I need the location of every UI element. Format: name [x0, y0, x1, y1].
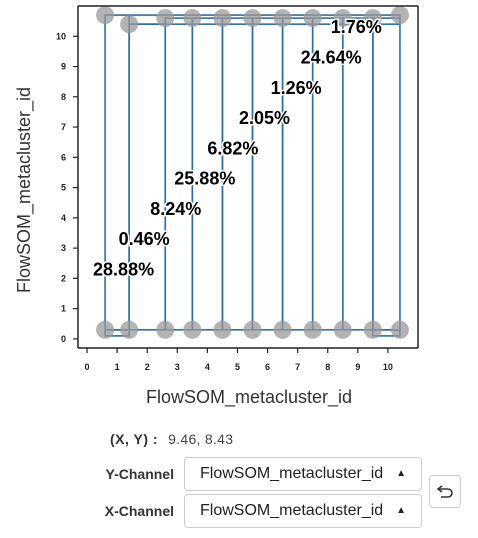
y-tick-label: 6 [61, 152, 66, 162]
data-point [333, 9, 352, 28]
data-point [273, 320, 292, 339]
data-point [303, 9, 322, 28]
y-channel-value: FlowSOM_metacluster_id [200, 465, 384, 482]
caret-up-icon: ▲ [396, 505, 406, 516]
gate-percent-label: 1.76% [331, 17, 382, 37]
data-point [303, 320, 322, 339]
gate-percent-label: 2.05% [239, 108, 290, 128]
gate-percent-label: 12.61% [367, 0, 428, 4]
data-point [363, 9, 382, 28]
x-tick-label: 9 [355, 362, 360, 372]
data-point [363, 320, 382, 339]
y-axis-title: FlowSOM_metacluster_id [14, 87, 35, 293]
coordinates-label: (X, Y) : [110, 431, 159, 447]
gate-percent-label: 6.82% [207, 138, 258, 158]
x-channel-label: X-Channel [104, 503, 174, 519]
y-tick-label: 10 [56, 31, 66, 41]
data-point [96, 6, 115, 25]
chart-canvas[interactable]: 0 1 2 3 4 5 6 7 8 9 10 0 1 2 3 4 5 6 7 8 9 10 28.88% 0.46% 8.24… [0, 0, 478, 420]
gate-percent-label: 8.24% [150, 199, 201, 219]
y-tick-label: 7 [61, 122, 66, 132]
cursor-coordinates: (X, Y) : 9.46, 8.43 [110, 430, 233, 448]
y-channel-label: Y-Channel [105, 466, 174, 482]
gate-rect [251, 17, 284, 331]
y-channel-select[interactable]: FlowSOM_metacluster_id ▲ [184, 457, 422, 491]
scatter-plot[interactable]: 0 1 2 3 4 5 6 7 8 9 10 0 1 2 3 4 5 6 7 8 9 10 28.88% 0.46% 8.24… [0, 0, 478, 420]
gate-percent-label: 25.88% [174, 169, 235, 189]
gate-labels-layer: 28.88% 0.46% 8.24% 25.88% 6.82% 2.05% 1.26% 24.… [92, 0, 430, 281]
y-tick-label: 8 [61, 92, 66, 102]
x-channel-row: X-Channel FlowSOM_metacluster_id ▲ [0, 494, 478, 528]
x-tick-label: 10 [383, 362, 393, 372]
data-point [156, 9, 175, 28]
y-tick-label: 5 [61, 183, 66, 193]
x-tick-label: 4 [205, 362, 210, 372]
data-point [183, 9, 202, 28]
data-point [333, 320, 352, 339]
data-point [213, 9, 232, 28]
y-tick-label: 0 [61, 334, 66, 344]
y-tick-label: 4 [61, 213, 66, 223]
x-tick-label: 7 [295, 362, 300, 372]
axes-layer: 0 1 2 3 4 5 6 7 8 9 10 0 1 2 3 4 5 6 7 8 9 10 [56, 5, 419, 372]
gate-percent-label: 28.88% [93, 259, 154, 279]
gate-percent-label: 1.26% [271, 78, 322, 98]
gate-percent-label: 24.64% [301, 48, 362, 68]
data-point [120, 15, 139, 34]
data-point [120, 320, 139, 339]
x-tick-label: 1 [115, 362, 120, 372]
data-point [243, 9, 262, 28]
data-point [213, 320, 232, 339]
x-tick-label: 0 [85, 362, 90, 372]
gate-percent-label: 0.46% [119, 229, 170, 249]
data-point [273, 9, 292, 28]
data-point [243, 320, 262, 339]
coordinates-value: 9.46, 8.43 [168, 431, 234, 447]
x-tick-label: 6 [265, 362, 270, 372]
x-tick-label: 5 [235, 362, 240, 372]
x-tick-label: 3 [175, 362, 180, 372]
x-channel-select[interactable]: FlowSOM_metacluster_id ▲ [184, 494, 422, 528]
gate-rect [104, 14, 130, 331]
data-point [183, 320, 202, 339]
x-axis-title: FlowSOM_metacluster_id [146, 387, 352, 408]
data-point [390, 6, 409, 25]
gate-rect [372, 17, 401, 331]
swap-icon [436, 484, 453, 498]
swap-axes-button[interactable] [429, 475, 461, 508]
x-channel-value: FlowSOM_metacluster_id [200, 502, 384, 519]
gate-rect [128, 23, 167, 331]
y-tick-label: 9 [61, 62, 66, 72]
x-tick-label: 8 [325, 362, 330, 372]
caret-up-icon: ▲ [396, 468, 406, 479]
y-tick-label: 1 [61, 304, 66, 314]
data-point [156, 320, 175, 339]
points-layer [96, 6, 409, 339]
y-tick-label: 2 [61, 273, 66, 283]
y-channel-row: Y-Channel FlowSOM_metacluster_id ▲ [0, 457, 478, 491]
x-tick-label: 2 [145, 362, 150, 372]
y-tick-label: 3 [61, 243, 66, 253]
data-point [390, 320, 409, 339]
data-point [96, 320, 115, 339]
